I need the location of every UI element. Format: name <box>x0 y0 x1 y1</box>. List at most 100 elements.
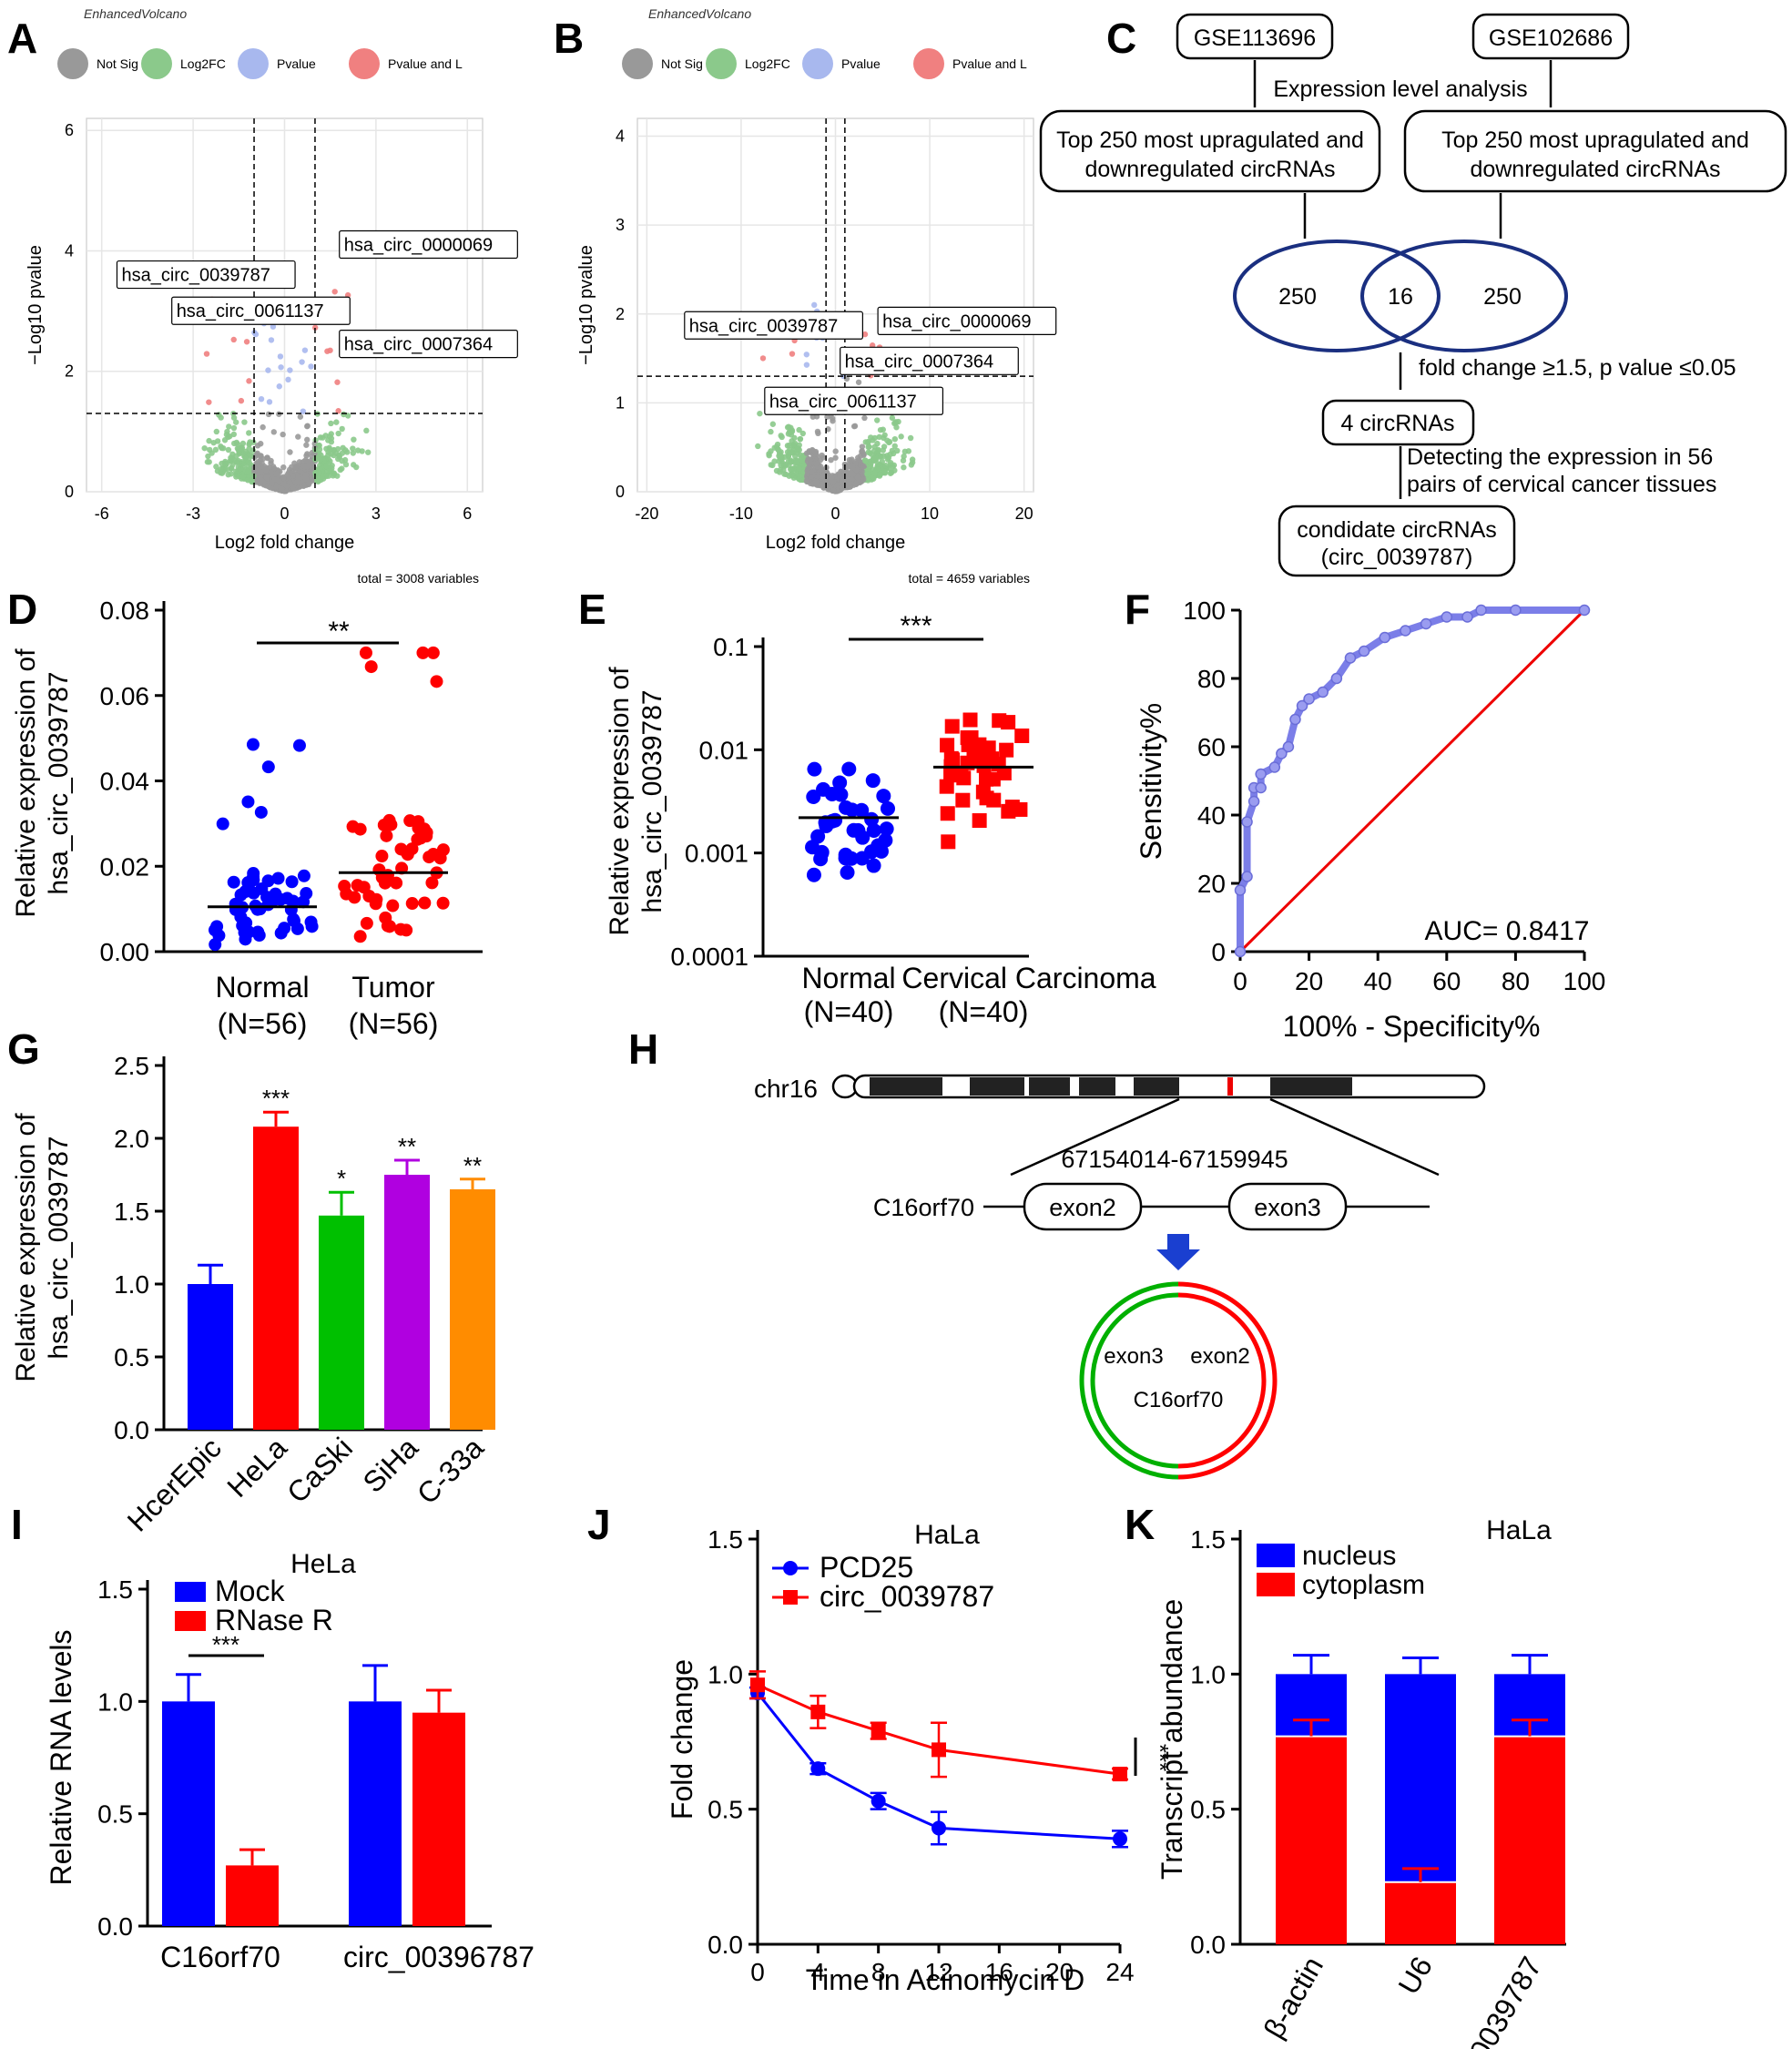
panel-letter-d: D <box>7 586 37 633</box>
data-point <box>837 473 843 479</box>
data-point <box>243 339 250 345</box>
data-point <box>909 456 916 463</box>
data-point <box>234 888 248 902</box>
x-sublabel: (N=40) <box>939 995 1029 1028</box>
flow-gse1: GSE113696 <box>1194 25 1316 51</box>
x-category-label: β-actin <box>1257 1952 1330 2044</box>
data-point <box>889 414 896 422</box>
data-point <box>796 426 802 433</box>
data-point <box>866 822 881 838</box>
data-point <box>796 465 802 472</box>
data-point <box>289 484 296 491</box>
flowchart-c: GSE113696 GSE102686 Expression level ana… <box>1039 13 1787 577</box>
y-tick-label: 1 <box>616 393 625 412</box>
data-point <box>425 876 439 890</box>
flow-box-gse1 <box>1176 13 1334 60</box>
data-point <box>828 456 834 464</box>
legend-swatch-1 <box>706 48 737 79</box>
x-category-label: circ_0039787 <box>1432 1952 1548 2049</box>
exon2-label: exon2 <box>1049 1194 1116 1221</box>
y-tick-label: 40 <box>1197 801 1226 830</box>
y-axis-label: −Log10 pvalue <box>576 245 596 365</box>
data-point <box>266 399 273 405</box>
data-point <box>209 938 222 952</box>
x-category-label: HeLa <box>220 1431 293 1504</box>
data-point <box>362 889 376 902</box>
data-point <box>803 450 810 456</box>
y-tick-label: 0.04 <box>100 768 150 796</box>
legend-swatch-2 <box>238 48 269 79</box>
data-point <box>813 460 820 467</box>
data-point <box>311 324 319 331</box>
plots-layer: EnhancedVolcano Not Sig Log2FC Pvalue Pvalue… <box>11 6 1605 2049</box>
data-point <box>252 929 266 943</box>
roc-point <box>1317 686 1329 698</box>
y-tick-label: 1.0 <box>114 1270 149 1299</box>
x-category-label: C-33a <box>411 1431 490 1510</box>
x-category-label: CaSki <box>280 1431 359 1509</box>
data-point <box>871 448 878 454</box>
data-point <box>985 771 1001 787</box>
data-point <box>759 355 767 362</box>
data-point <box>810 1761 826 1777</box>
gene-label-box <box>171 296 351 325</box>
data-point <box>334 473 341 479</box>
data-point <box>245 468 251 474</box>
legend-item-label: Pvalue and L <box>388 56 463 71</box>
x-tick-label: 12 <box>924 1958 952 1986</box>
data-point <box>790 442 797 448</box>
y-tick-label: 0.5 <box>97 1800 133 1829</box>
roc-point <box>1268 761 1281 773</box>
data-point <box>354 447 361 454</box>
y-tick-label: 3 <box>616 216 625 234</box>
data-point <box>426 646 440 659</box>
data-point <box>436 843 450 857</box>
data-point <box>778 462 784 469</box>
bar-cytoplasm <box>1385 1881 1456 1944</box>
data-point <box>940 738 955 753</box>
y-tick-label: 0.08 <box>100 596 150 625</box>
flow-left-line1: Top 250 most upragulated and <box>1056 127 1364 153</box>
y-axis-label: Relative expression of <box>11 648 41 918</box>
data-point <box>301 347 309 353</box>
flow-box-result <box>1321 399 1475 446</box>
data-point <box>750 1677 765 1693</box>
data-point <box>851 423 859 430</box>
data-point <box>807 761 822 777</box>
data-point <box>305 458 311 465</box>
venn-right-count: 250 <box>1483 284 1522 310</box>
data-point <box>895 418 901 425</box>
x-tick-label: -10 <box>729 505 753 523</box>
data-point <box>247 439 253 445</box>
chart-title: HaLa <box>914 1520 980 1550</box>
panel-letter-b: B <box>554 15 584 62</box>
data-point <box>815 430 821 437</box>
gene-label: hsa_circ_0039787 <box>689 316 838 336</box>
chr-band <box>970 1077 1024 1096</box>
data-point <box>304 436 311 443</box>
data-point <box>793 458 799 465</box>
circ-inner-red <box>1177 1292 1267 1469</box>
data-point <box>874 461 881 467</box>
y-tick-label: 0.1 <box>713 633 748 661</box>
circ-outer-red <box>1177 1281 1278 1480</box>
legend-swatch-3 <box>913 48 944 79</box>
data-point <box>292 739 306 752</box>
legend-item-label: Pvalue <box>841 56 881 71</box>
gene-label: hsa_circ_0000069 <box>882 311 1031 331</box>
panel-letter-k: K <box>1125 1501 1155 1548</box>
data-point <box>864 471 871 477</box>
y-tick-label: 1.5 <box>97 1575 133 1604</box>
x-sublabel: (N=56) <box>218 1007 308 1040</box>
legend-swatch-3 <box>349 48 380 79</box>
data-point <box>876 789 891 804</box>
roc-point <box>1475 604 1487 617</box>
significance-label: *** <box>900 611 932 641</box>
data-point <box>262 466 269 474</box>
y-tick-label: 100 <box>1183 596 1226 625</box>
data-point <box>755 443 761 450</box>
data-point <box>229 465 235 472</box>
data-point <box>757 410 763 417</box>
data-point <box>849 463 855 469</box>
flow-box-final <box>1278 505 1516 577</box>
